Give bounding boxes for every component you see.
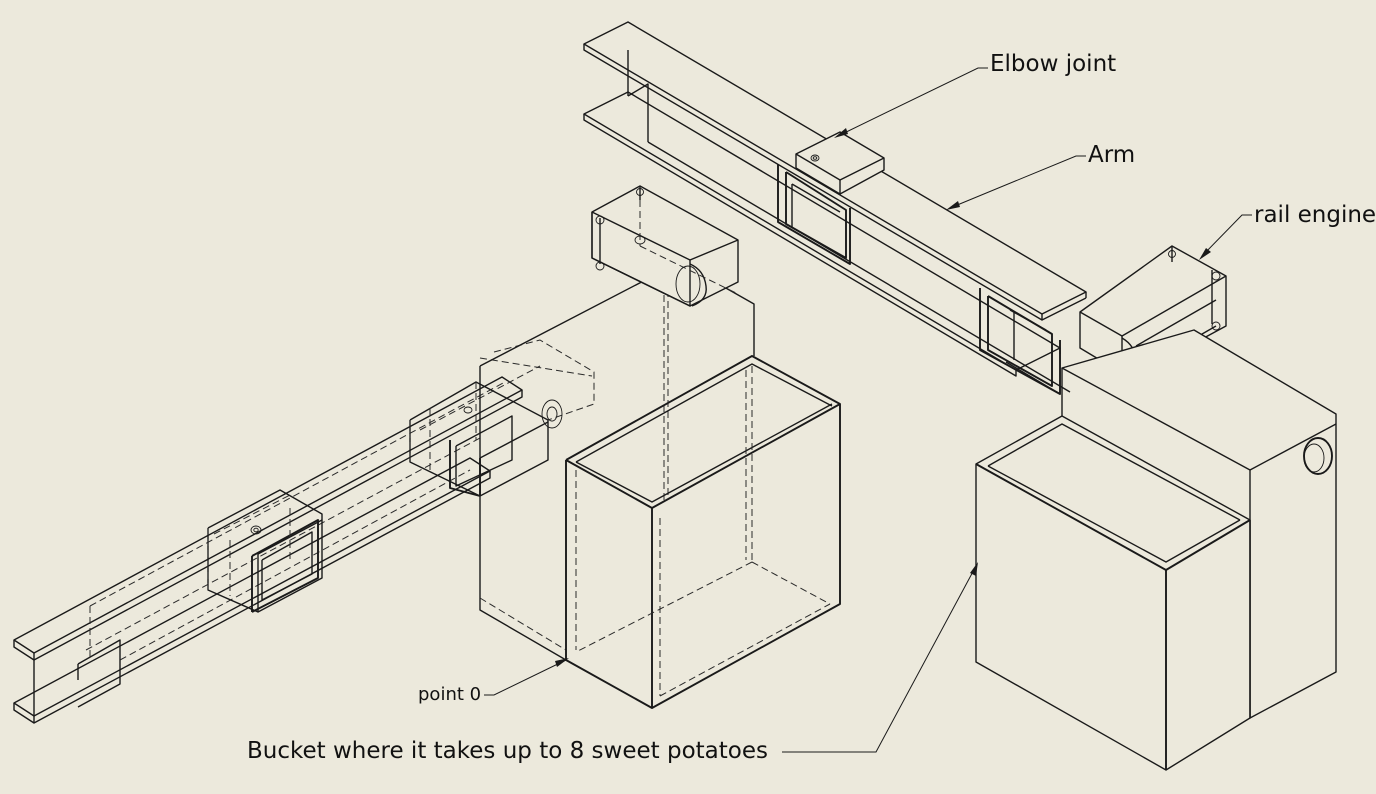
right-bucket [975, 415, 1251, 771]
label-rail-engine: rail engine [1254, 202, 1376, 228]
left-tower [479, 261, 755, 661]
left-bucket [565, 355, 841, 709]
upper-rail-engine [591, 185, 739, 307]
label-bucket: Bucket where it takes up to 8 sweet pota… [247, 738, 768, 764]
label-elbow-joint: Elbow joint [990, 51, 1117, 77]
right-assembly [583, 21, 1337, 771]
left-elbow-block [207, 489, 323, 613]
arm-beam [583, 21, 1087, 395]
label-point-0: point 0 [418, 684, 482, 705]
left-assembly [13, 185, 841, 724]
label-arm: Arm [1088, 142, 1136, 168]
right-tower [1061, 329, 1337, 719]
leader-lines [484, 67, 1252, 753]
left-beam [13, 376, 523, 724]
